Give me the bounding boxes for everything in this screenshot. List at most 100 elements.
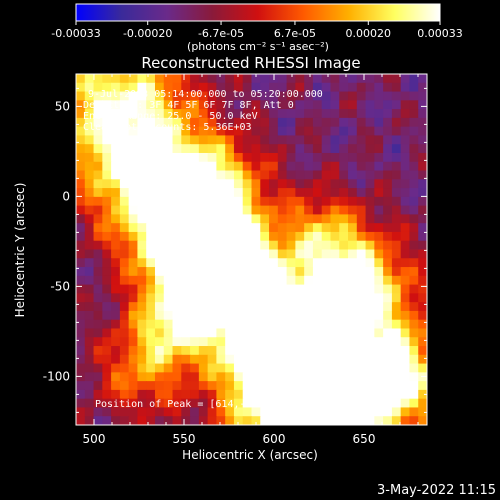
- heatmap-cell: [304, 398, 314, 409]
- heatmap-image: [76, 74, 427, 425]
- heatmap-cell: [128, 293, 139, 303]
- heatmap-cell: [93, 284, 103, 294]
- heatmap-cell: [102, 267, 112, 277]
- heatmap-cell: [391, 389, 402, 400]
- heatmap-cell: [312, 214, 323, 224]
- heatmap-cell: [76, 381, 86, 391]
- heatmap-cell: [102, 170, 112, 180]
- heatmap-cell: [304, 126, 314, 137]
- heatmap-cell: [312, 302, 323, 312]
- heatmap-cell: [190, 310, 200, 321]
- heatmap-cell: [190, 170, 200, 180]
- heatmap-cell: [225, 117, 235, 128]
- heatmap-cell: [111, 319, 121, 330]
- heatmap-cell: [137, 258, 147, 268]
- heatmap-cell: [330, 267, 340, 277]
- colorbar-tick-label: 0.00033: [417, 27, 463, 40]
- heatmap-cell: [277, 302, 288, 312]
- heatmap-cell: [391, 267, 402, 277]
- heatmap-cell: [418, 284, 427, 294]
- heatmap-cell: [84, 346, 95, 356]
- heatmap-cell: [233, 109, 244, 119]
- heatmap-cell: [269, 363, 279, 373]
- heatmap-cell: [128, 205, 139, 216]
- heatmap-cell: [295, 170, 305, 180]
- heatmap-cell: [102, 372, 112, 382]
- heatmap-cell: [84, 205, 95, 216]
- heatmap-cell: [365, 152, 375, 163]
- heatmap-cell: [330, 100, 340, 110]
- heatmap-cell: [304, 346, 314, 356]
- heatmap-cell: [348, 100, 358, 110]
- heatmap-cell: [216, 188, 226, 198]
- heatmap-cell: [76, 328, 86, 338]
- heatmap-cell: [216, 135, 226, 145]
- heatmap-cell: [242, 170, 253, 180]
- heatmap-cell: [251, 188, 261, 198]
- heatmap-cell: [321, 91, 332, 101]
- heatmap-cell: [216, 293, 226, 303]
- heatmap-cell: [277, 214, 288, 224]
- heatmap-cell: [418, 389, 427, 400]
- heatmap-cell: [163, 231, 174, 242]
- heatmap-cell: [251, 310, 261, 321]
- heatmap-cell: [154, 302, 165, 312]
- heatmap-cell: [190, 231, 200, 242]
- heatmap-cell: [207, 179, 218, 189]
- heatmap-cell: [137, 302, 147, 312]
- heatmap-cell: [251, 381, 261, 391]
- heatmap-cell: [304, 258, 314, 268]
- heatmap-cell: [277, 152, 288, 163]
- heatmap-cell: [128, 170, 139, 180]
- heatmap-cell: [190, 144, 200, 154]
- heatmap-cell: [391, 310, 402, 321]
- heatmap-cell: [312, 109, 323, 119]
- heatmap-cell: [260, 284, 270, 294]
- heatmap-cell: [348, 223, 358, 233]
- heatmap-cell: [102, 416, 112, 425]
- heatmap-cell: [198, 188, 209, 198]
- heatmap-cell: [111, 223, 121, 233]
- heatmap-cell: [102, 346, 112, 356]
- heatmap-cell: [146, 337, 156, 347]
- heatmap-cell: [400, 381, 411, 391]
- heatmap-cell: [312, 170, 323, 180]
- heatmap-cell: [242, 74, 253, 84]
- heatmap-cell: [365, 205, 375, 216]
- heatmap-cell: [181, 407, 191, 417]
- heatmap-cell: [409, 179, 419, 189]
- heatmap-cell: [216, 223, 226, 233]
- heatmap-cell: [137, 249, 147, 259]
- heatmap-cell: [242, 231, 253, 242]
- heatmap-cell: [374, 74, 384, 84]
- heatmap-cell: [295, 240, 305, 251]
- heatmap-cell: [269, 310, 279, 321]
- heatmap-cell: [93, 161, 103, 172]
- heatmap-cell: [418, 302, 427, 312]
- heatmap-cell: [207, 284, 218, 294]
- heatmap-cell: [242, 319, 253, 330]
- heatmap-cell: [102, 179, 112, 189]
- heatmap-cell: [172, 109, 182, 119]
- heatmap-cell: [181, 126, 191, 137]
- heatmap-cell: [225, 372, 235, 382]
- heatmap-cell: [391, 293, 402, 303]
- heatmap-cell: [286, 82, 296, 93]
- heatmap-cell: [365, 117, 375, 128]
- heatmap-cell: [198, 363, 209, 373]
- heatmap-cell: [111, 231, 121, 242]
- heatmap-cell: [374, 258, 384, 268]
- heatmap-cell: [119, 398, 130, 409]
- heatmap-cell: [111, 117, 121, 128]
- heatmap-cell: [181, 214, 191, 224]
- heatmap-cell: [330, 152, 340, 163]
- heatmap-cell: [348, 126, 358, 137]
- heatmap-cell: [356, 275, 367, 286]
- heatmap-cell: [260, 135, 270, 145]
- heatmap-cell: [286, 144, 296, 154]
- heatmap-cell: [409, 161, 419, 172]
- heatmap-cell: [304, 284, 314, 294]
- heatmap-cell: [304, 170, 314, 180]
- heatmap-cell: [374, 275, 384, 286]
- heatmap-cell: [277, 407, 288, 417]
